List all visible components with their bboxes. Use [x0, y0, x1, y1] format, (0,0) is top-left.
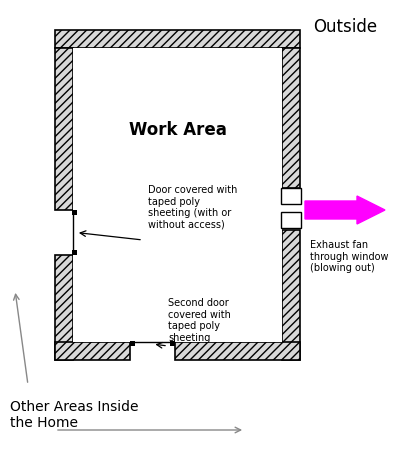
- Text: Outside: Outside: [313, 18, 377, 36]
- Bar: [175, 342, 300, 360]
- FancyArrow shape: [305, 196, 385, 224]
- Text: Exhaust fan
through window
(blowing out): Exhaust fan through window (blowing out): [310, 240, 388, 273]
- Text: Second door
covered with
taped poly
sheeting: Second door covered with taped poly shee…: [168, 298, 231, 343]
- Bar: [55, 255, 73, 360]
- Bar: [73, 48, 282, 342]
- Text: Door covered with
taped poly
sheeting (with or
without access): Door covered with taped poly sheeting (w…: [148, 185, 237, 230]
- Bar: [170, 341, 175, 346]
- Bar: [282, 230, 300, 360]
- Bar: [130, 341, 135, 346]
- Bar: [281, 188, 301, 204]
- Bar: [55, 48, 73, 210]
- Bar: [72, 250, 77, 255]
- Text: Other Areas Inside
the Home: Other Areas Inside the Home: [10, 400, 138, 430]
- Bar: [55, 30, 300, 48]
- Bar: [55, 342, 130, 360]
- Bar: [282, 48, 300, 188]
- Bar: [72, 210, 77, 215]
- Text: Work Area: Work Area: [128, 121, 226, 139]
- Bar: [281, 212, 301, 228]
